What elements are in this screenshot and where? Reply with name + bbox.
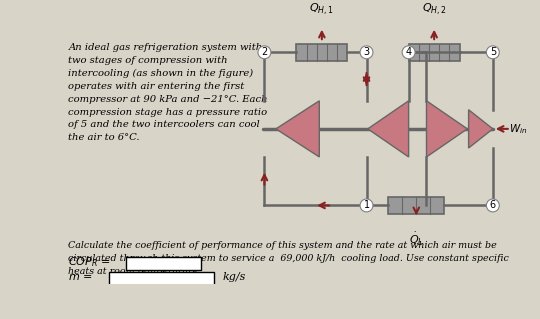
Text: 6: 6: [490, 200, 496, 211]
Text: 2: 2: [261, 47, 267, 57]
FancyBboxPatch shape: [109, 272, 214, 285]
Text: 4: 4: [406, 47, 411, 57]
Text: $W_{in}$: $W_{in}$: [509, 122, 528, 136]
FancyBboxPatch shape: [388, 197, 444, 214]
FancyBboxPatch shape: [296, 44, 347, 61]
Text: $\dot{Q}_L$: $\dot{Q}_L$: [409, 231, 424, 248]
Text: Calculate the coefficient of performance of this system and the rate at which ai: Calculate the coefficient of performance…: [69, 241, 509, 276]
Text: $COP_R$ =: $COP_R$ =: [69, 255, 111, 269]
Text: kg/s: kg/s: [222, 271, 246, 282]
Text: $\dot{Q}_{H,1}$: $\dot{Q}_{H,1}$: [309, 0, 334, 17]
FancyBboxPatch shape: [409, 44, 460, 61]
Polygon shape: [276, 101, 319, 157]
Text: 1: 1: [363, 200, 369, 211]
Polygon shape: [469, 110, 493, 148]
Text: $\dot{Q}_{H,2}$: $\dot{Q}_{H,2}$: [422, 0, 447, 17]
Text: An ideal gas refrigeration system with
two stages of compression with
intercooli: An ideal gas refrigeration system with t…: [69, 43, 268, 142]
Text: 3: 3: [363, 47, 369, 57]
FancyBboxPatch shape: [126, 257, 201, 271]
Text: 5: 5: [490, 47, 496, 57]
Text: $\dot{m}$ =: $\dot{m}$ =: [69, 270, 93, 283]
Polygon shape: [368, 101, 409, 157]
Polygon shape: [427, 101, 467, 157]
